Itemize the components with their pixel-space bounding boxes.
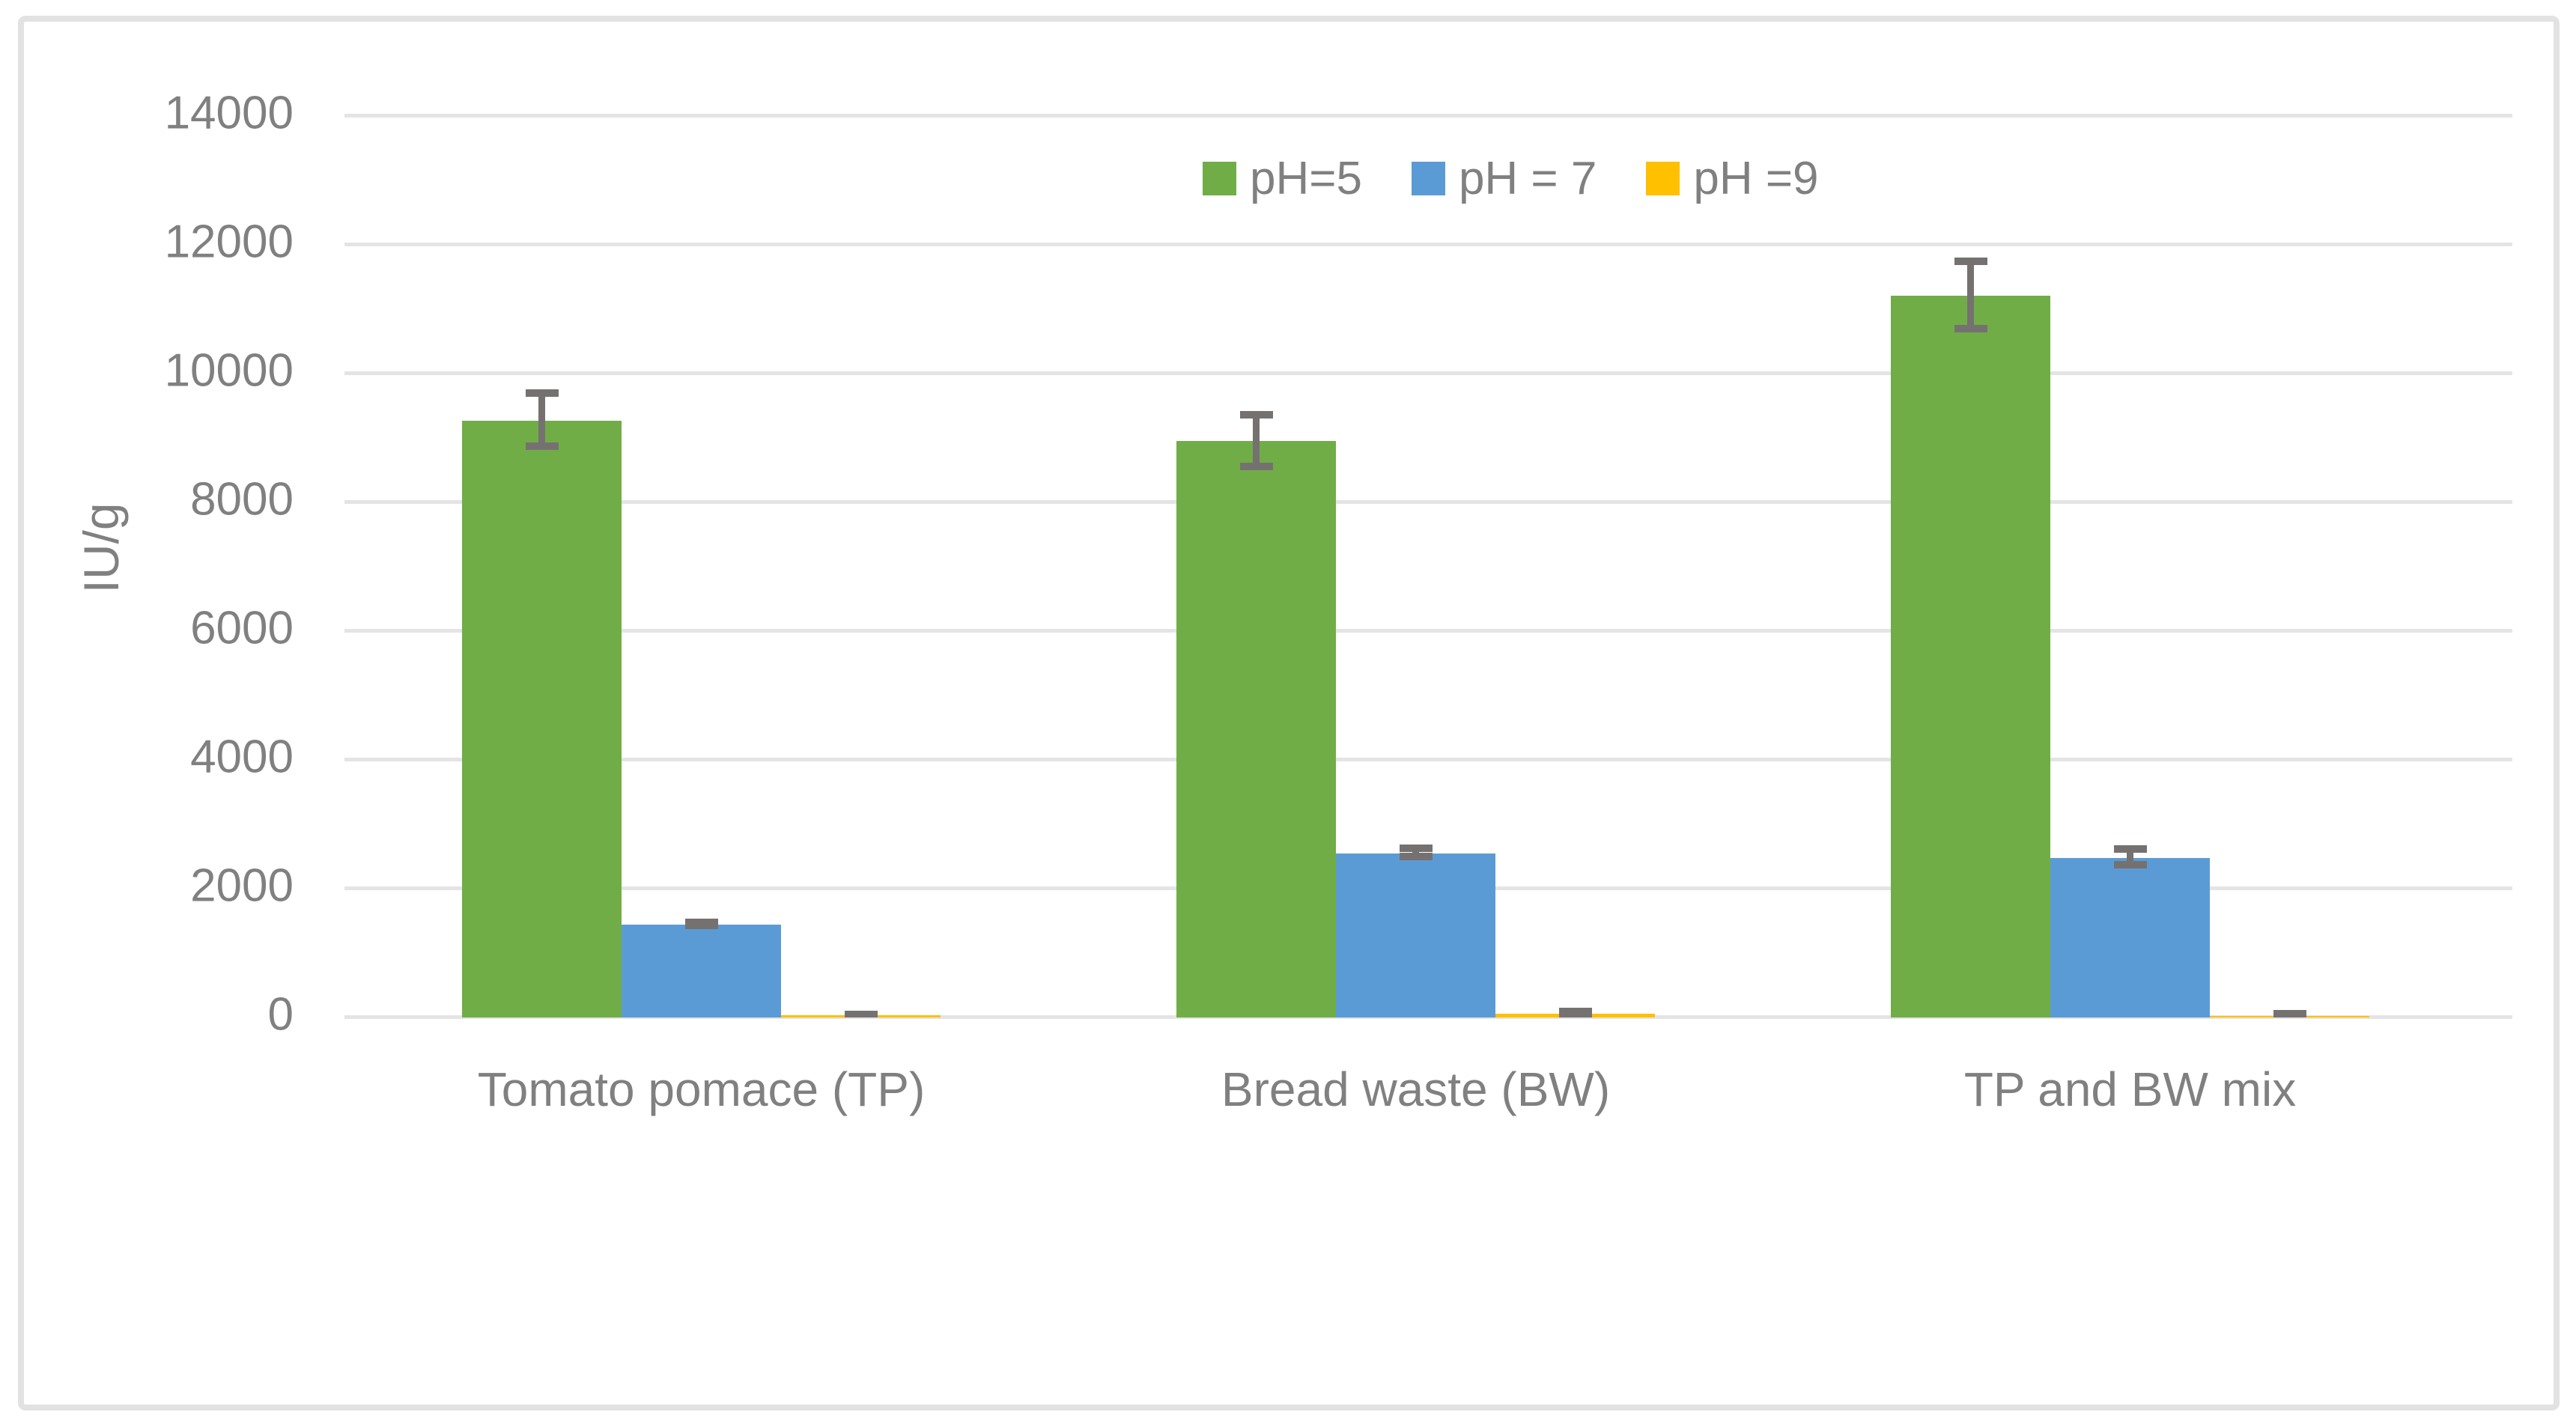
- error-bar-cap-bottom-ph-7-tomato-pomace-tp: [684, 922, 718, 930]
- error-bar-stem-ph-5-bread-waste-bw: [1253, 410, 1260, 470]
- legend-item-ph-7: pH = 7: [1411, 152, 1597, 205]
- bar-ph-7-tp-and-bw-mix: [2050, 858, 2210, 1017]
- error-bar-cap-bottom-ph-7-tp-and-bw-mix: [2113, 861, 2147, 869]
- error-bar-cap-top-ph-7-tp-and-bw-mix: [2113, 845, 2147, 854]
- error-bar-stem-ph-7-tp-and-bw-mix: [2127, 845, 2133, 869]
- legend-swatch-ph-7: [1411, 162, 1445, 195]
- bar-ph-5-tp-and-bw-mix: [1891, 296, 2050, 1017]
- error-bar-cap-bottom-ph-5-tp-and-bw-mix: [1954, 324, 1987, 332]
- legend-swatch-ph-9: [1646, 162, 1680, 195]
- gridline-14000: [344, 114, 2512, 118]
- error-bar-stem-ph-5-tomato-pomace-tp: [538, 389, 545, 451]
- y-tick-label-14000: 14000: [164, 87, 294, 139]
- error-bar-cap-top-ph-5-tp-and-bw-mix: [1954, 258, 1987, 266]
- gridline-4000: [344, 758, 2512, 761]
- legend: pH=5 pH = 7 pH =9: [1203, 152, 1819, 205]
- legend-swatch-ph-5: [1203, 162, 1236, 195]
- error-bar-stem-ph-7-bread-waste-bw: [1412, 845, 1419, 860]
- x-category-label-bread-waste-bw: Bread waste (BW): [1221, 1062, 1611, 1116]
- bar-ph-7-bread-waste-bw: [1336, 854, 1495, 1017]
- error-bar-stem-ph-5-tp-and-bw-mix: [1967, 258, 1974, 332]
- error-bar-cap-top-ph-7-bread-waste-bw: [1399, 845, 1433, 853]
- gridline-6000: [344, 629, 2512, 633]
- y-tick-label-8000: 8000: [190, 473, 294, 526]
- gridline-8000: [344, 500, 2512, 504]
- y-tick-label-4000: 4000: [190, 731, 294, 783]
- x-category-label-tp-and-bw-mix: TP and BW mix: [1963, 1062, 2297, 1116]
- error-bar-cap-bottom-ph-5-tomato-pomace-tp: [525, 442, 559, 451]
- y-tick-label-12000: 12000: [164, 216, 294, 268]
- error-bar-cap-top-ph-5-tomato-pomace-tp: [525, 389, 559, 398]
- legend-label-ph-9: pH =9: [1693, 153, 1819, 204]
- y-tick-label-6000: 6000: [190, 602, 294, 654]
- gridline-12000: [344, 243, 2512, 246]
- x-category-label-tomato-pomace-tp: Tomato pomace (TP): [477, 1062, 926, 1116]
- legend-label-ph-7: pH = 7: [1458, 153, 1597, 204]
- error-bar-cap-bottom-ph-9-tp-and-bw-mix: [2273, 1010, 2306, 1017]
- error-bar-cap-bottom-ph-9-bread-waste-bw: [1558, 1010, 1592, 1017]
- y-tick-label-2000: 2000: [190, 859, 294, 912]
- plot-area: [344, 90, 2512, 1017]
- bar-ph-5-tomato-pomace-tp: [462, 421, 622, 1017]
- y-tick-label-10000: 10000: [164, 344, 294, 397]
- legend-item-ph-5: pH=5: [1203, 152, 1362, 205]
- error-bar-cap-top-ph-5-bread-waste-bw: [1239, 410, 1273, 419]
- error-bar-cap-bottom-ph-5-bread-waste-bw: [1239, 462, 1273, 470]
- bar-ph-5-bread-waste-bw: [1176, 441, 1336, 1017]
- bar-ph-7-tomato-pomace-tp: [622, 925, 781, 1017]
- y-axis-title: IU/g: [73, 502, 129, 594]
- legend-label-ph-5: pH=5: [1250, 153, 1362, 204]
- error-bar-cap-bottom-ph-9-tomato-pomace-tp: [844, 1010, 878, 1017]
- y-tick-label-0: 0: [267, 988, 294, 1041]
- gridline-10000: [344, 371, 2512, 375]
- error-bar-cap-bottom-ph-7-bread-waste-bw: [1399, 853, 1433, 861]
- legend-item-ph-9: pH =9: [1646, 152, 1819, 205]
